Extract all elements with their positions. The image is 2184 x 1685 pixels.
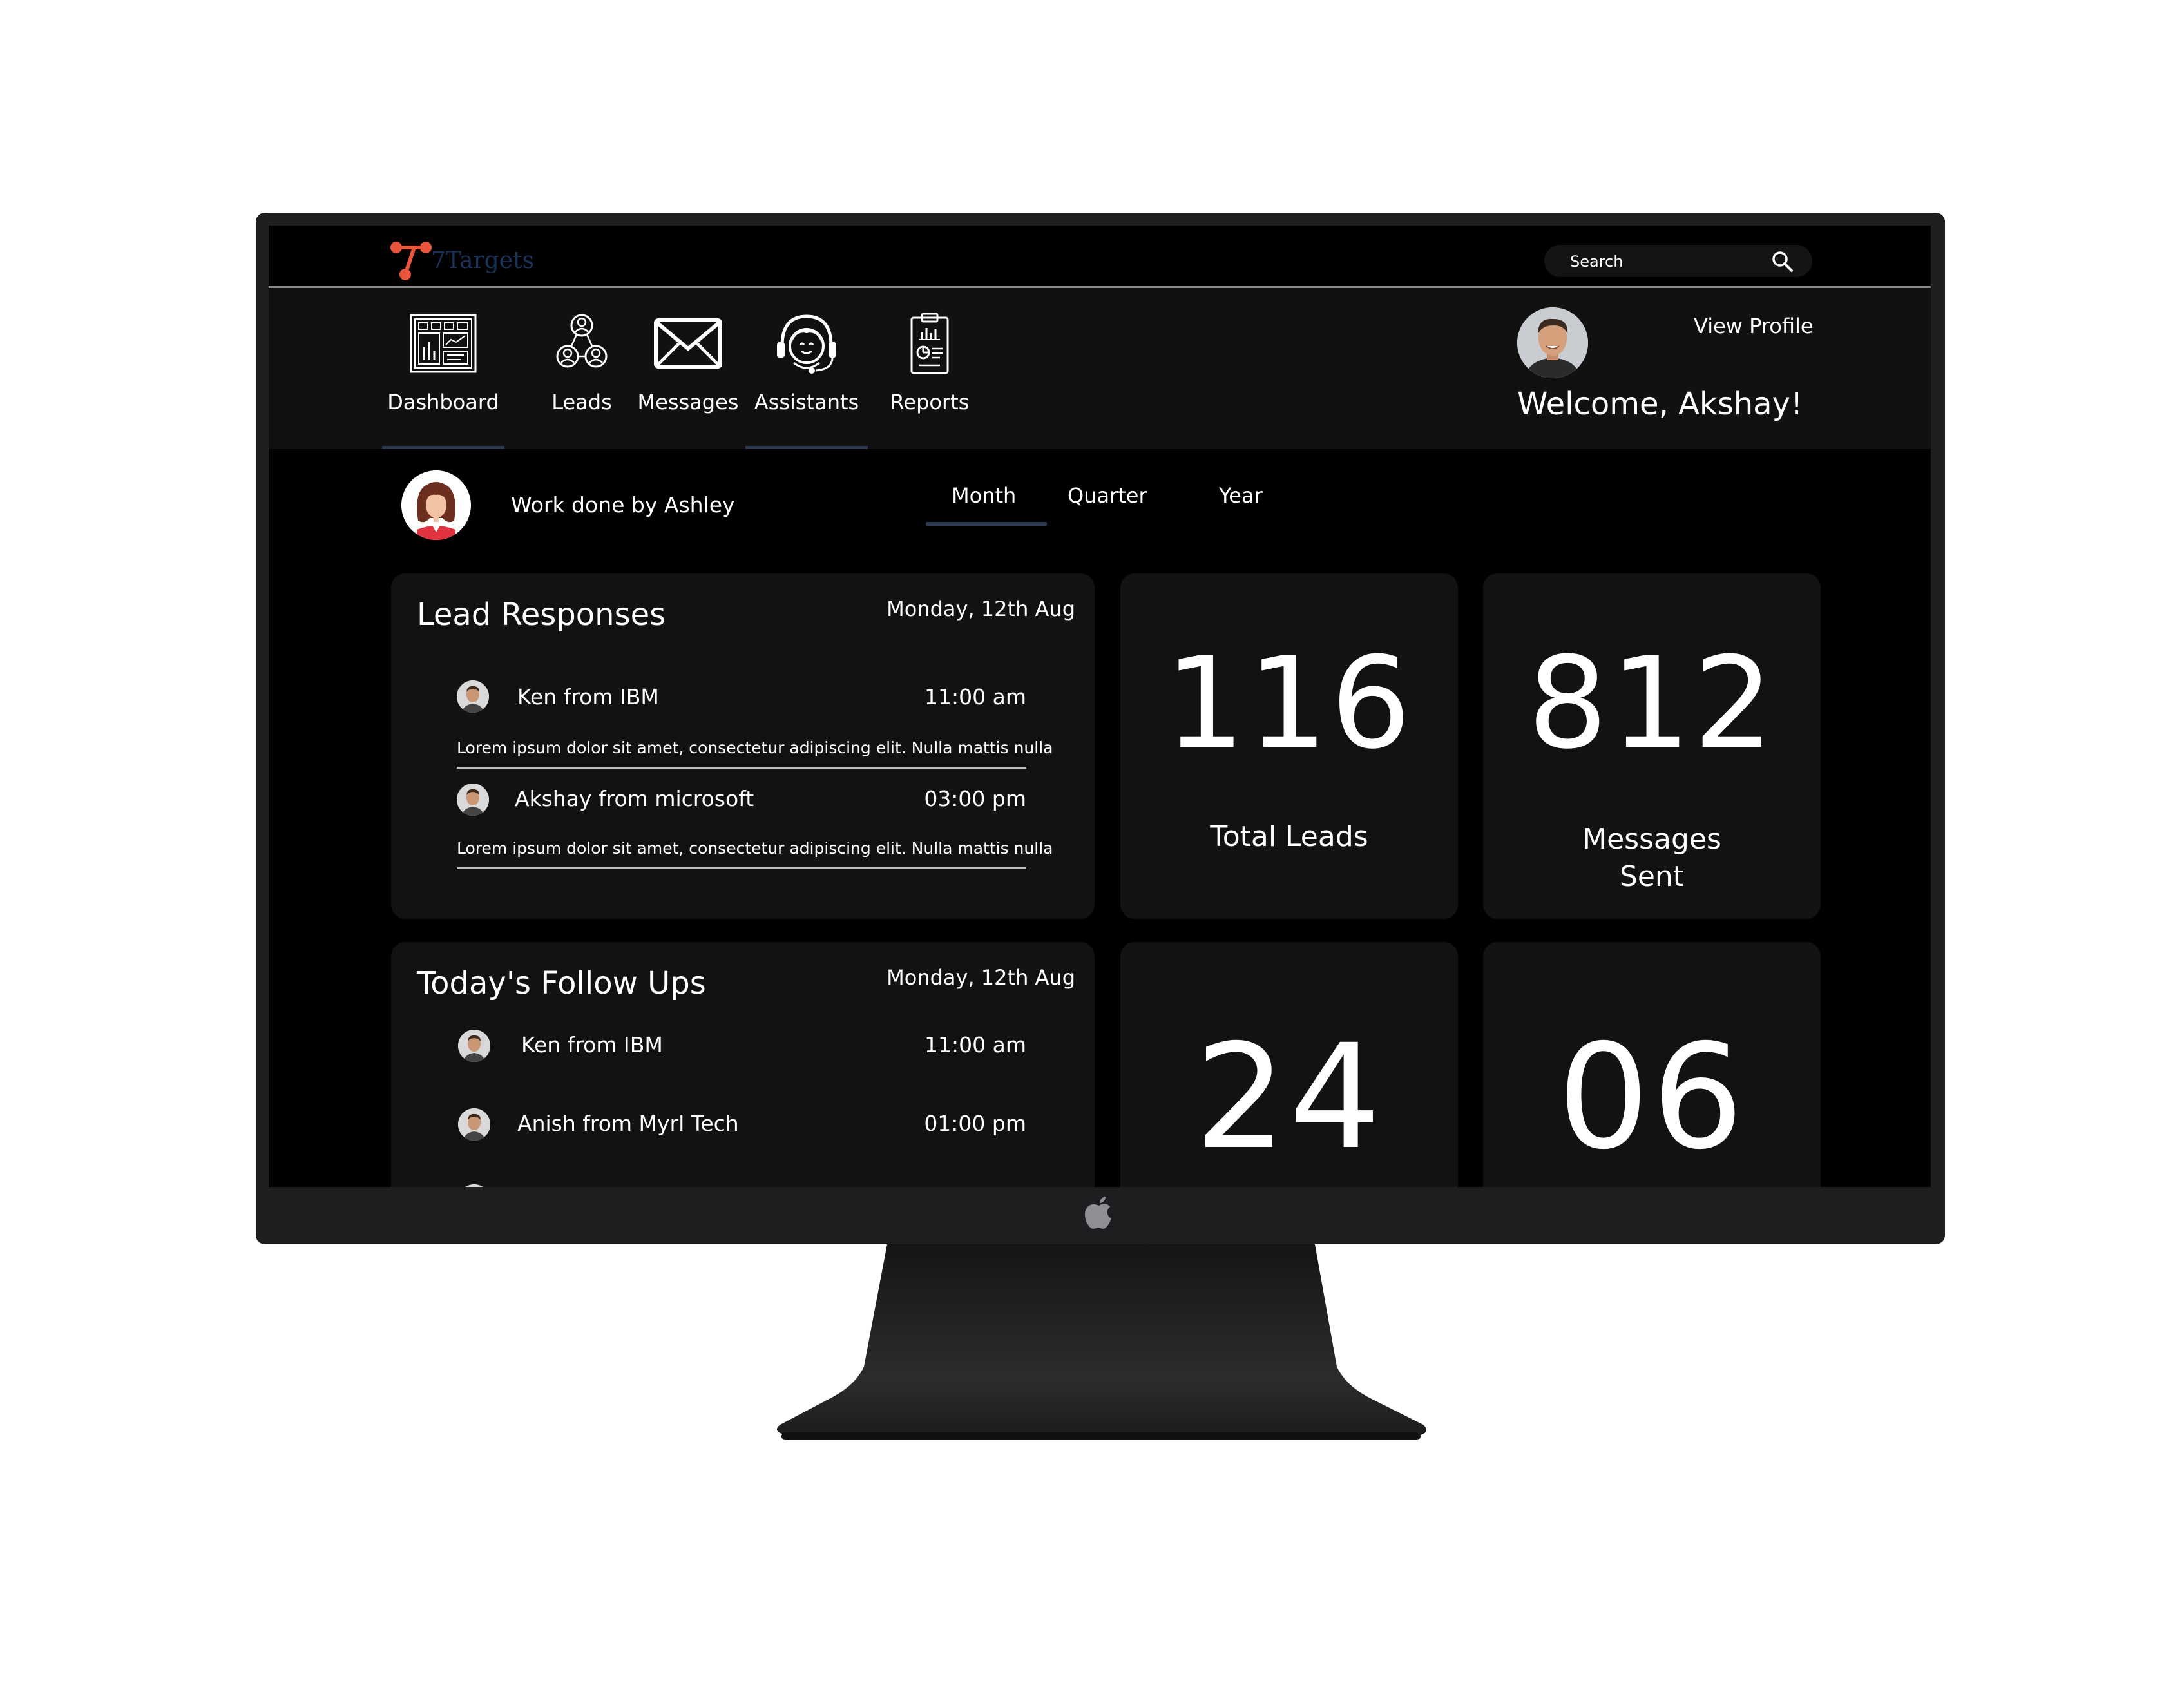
user-avatar-image bbox=[1517, 307, 1588, 378]
nav-label-messages: Messages bbox=[637, 390, 739, 414]
lead-responses-card: Lead Responses Monday, 12th Aug Ken from… bbox=[391, 573, 1095, 919]
list-item-name: Anish from Myrl Tech bbox=[517, 1111, 739, 1136]
clipboard-chart-icon bbox=[910, 313, 949, 374]
nav-bar: Dashboard Leads bbox=[269, 288, 1931, 449]
top-bar: 7Targets bbox=[269, 226, 1931, 288]
nav-item-dashboard[interactable]: Dashboard bbox=[382, 288, 504, 449]
nav-item-messages[interactable]: Messages bbox=[633, 288, 743, 449]
nav-label-leads: Leads bbox=[551, 390, 612, 414]
list-item-time: 03:00 pm bbox=[924, 786, 1026, 811]
avatar bbox=[457, 680, 489, 713]
stat-value: 24 bbox=[1194, 1013, 1384, 1181]
stat-label: Total Leads bbox=[1210, 820, 1368, 853]
follow-ups-card: Today's Follow Ups Monday, 12th Aug Ken … bbox=[391, 942, 1095, 1187]
search-input[interactable] bbox=[1569, 247, 1777, 276]
nav-item-assistants[interactable]: Assistants bbox=[745, 288, 868, 449]
period-tab-underline bbox=[926, 522, 1047, 526]
stat-label: Messages Sent bbox=[1582, 823, 1721, 893]
avatar bbox=[458, 1184, 490, 1187]
stat-value: 06 bbox=[1557, 1013, 1747, 1181]
assistant-avatar bbox=[401, 470, 471, 540]
list-item-name: Ken from IBM bbox=[517, 684, 659, 709]
avatar bbox=[458, 1030, 490, 1062]
app-screen: 7Targets bbox=[269, 226, 1931, 1187]
work-done-label: Work done by Ashley bbox=[511, 492, 735, 517]
divider bbox=[457, 867, 1026, 869]
envelope-icon bbox=[654, 318, 722, 369]
stat-value: 812 bbox=[1527, 630, 1777, 777]
nav-label-dashboard: Dashboard bbox=[387, 390, 499, 414]
nav-item-reports[interactable]: Reports bbox=[878, 288, 981, 449]
search-box bbox=[1544, 245, 1812, 277]
leads-icon bbox=[556, 314, 608, 368]
active-tab-underline bbox=[382, 446, 504, 449]
list-item-time: 01:00 pm bbox=[924, 1111, 1026, 1136]
nav-item-leads[interactable]: Leads bbox=[537, 288, 627, 449]
card-title: Lead Responses bbox=[417, 597, 666, 633]
card-title: Today's Follow Ups bbox=[417, 965, 706, 1001]
card-date: Monday, 12th Aug bbox=[886, 597, 1075, 621]
stat-value: 116 bbox=[1164, 630, 1414, 777]
dashboard-icon bbox=[410, 314, 477, 373]
stat-card-3: 24 bbox=[1120, 942, 1458, 1187]
view-profile-link[interactable]: View Profile bbox=[1694, 314, 1814, 338]
list-item-name: Akshay from microsoft bbox=[515, 786, 754, 811]
divider bbox=[457, 767, 1026, 769]
list-item-description: Lorem ipsum dolor sit amet, consectetur … bbox=[457, 738, 1053, 757]
monitor-stand bbox=[776, 1244, 1427, 1440]
tab-quarter[interactable]: Quarter bbox=[1068, 483, 1147, 508]
nav-label-assistants: Assistants bbox=[754, 390, 859, 414]
tab-year[interactable]: Year bbox=[1219, 483, 1263, 508]
nav-label-reports: Reports bbox=[890, 390, 970, 414]
apple-logo-icon bbox=[1085, 1197, 1111, 1229]
welcome-message: Welcome, Akshay! bbox=[1517, 386, 1803, 422]
logo-icon bbox=[390, 242, 432, 280]
avatar bbox=[457, 784, 489, 816]
avatar bbox=[458, 1108, 490, 1141]
list-item-time: 11:00 am bbox=[924, 1032, 1026, 1057]
search-icon[interactable] bbox=[1771, 250, 1794, 273]
stat-card-total-leads: 116 Total Leads bbox=[1120, 573, 1458, 919]
list-item-description: Lorem ipsum dolor sit amet, consectetur … bbox=[457, 839, 1053, 858]
stat-card-messages-sent: 812 Messages Sent bbox=[1483, 573, 1821, 919]
brand-name: 7Targets bbox=[431, 247, 535, 274]
stat-card-4: 06 bbox=[1483, 942, 1821, 1187]
ashley-avatar-image bbox=[401, 470, 471, 540]
headset-icon bbox=[777, 314, 836, 374]
list-item-name: Ken from IBM bbox=[521, 1032, 663, 1057]
assistants-tab-underline bbox=[745, 446, 868, 449]
list-item-time: 11:00 am bbox=[924, 684, 1026, 709]
avatar[interactable] bbox=[1517, 307, 1588, 378]
card-date: Monday, 12th Aug bbox=[886, 965, 1075, 990]
tab-month[interactable]: Month bbox=[952, 483, 1017, 508]
